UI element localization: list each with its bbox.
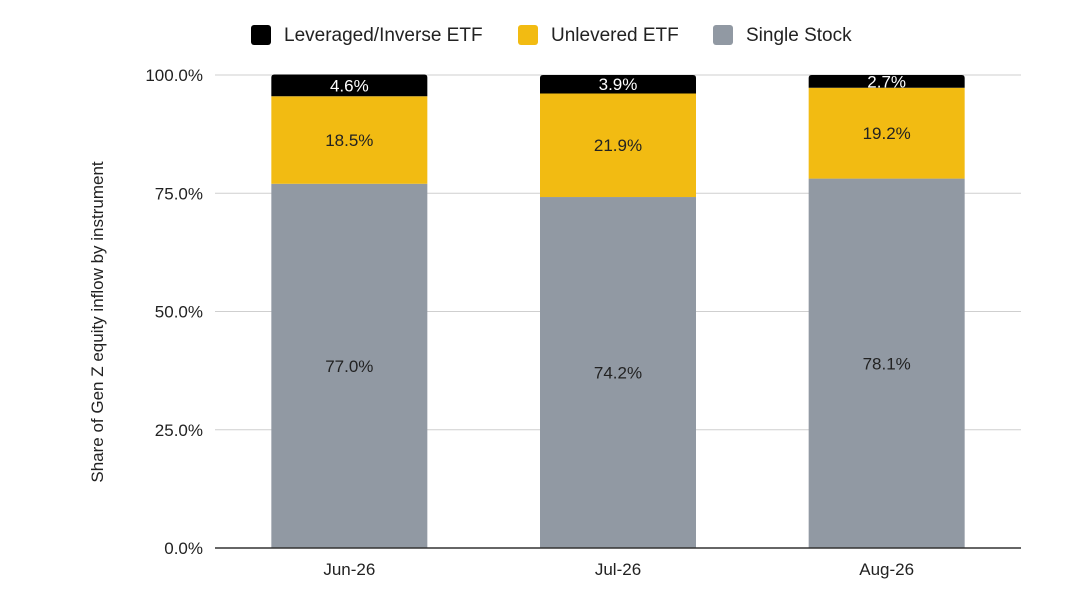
bar-segment-unlevered-etf-aug-26 — [808, 87, 965, 179]
legend-swatch — [713, 25, 733, 45]
data-label: 3.9% — [599, 75, 638, 94]
data-labels-layer: 77.0% 18.5% 4.6% 74.2% 21.9% 3.9% 78.1% 19.2% 2.… — [325, 72, 911, 382]
y-tick-label: 100.0% — [145, 66, 203, 85]
x-tick-label: Aug-26 — [859, 560, 914, 579]
bars-layer — [271, 74, 965, 549]
legend-item-leveraged-inverse-etf: Leveraged/Inverse ETF — [251, 25, 483, 46]
legend: Leveraged/Inverse ETF Unlevered ETF Single… — [251, 25, 852, 46]
data-label: 2.7% — [867, 72, 906, 91]
legend-swatch — [518, 25, 538, 45]
y-tick-label: 25.0% — [155, 421, 203, 440]
x-tick-label: Jun-26 — [323, 560, 375, 579]
y-axis-title: Share of Gen Z equity inflow by instrume… — [88, 161, 107, 483]
data-label: 78.1% — [863, 354, 911, 373]
legend-swatch — [251, 25, 271, 45]
bar-segment-unlevered-etf-jun-26 — [271, 96, 428, 184]
data-label: 77.0% — [325, 357, 373, 376]
x-tick-label: Jul-26 — [595, 560, 641, 579]
legend-item-unlevered-etf: Unlevered ETF — [518, 25, 679, 46]
axis-layer: 0.0% 25.0% 50.0% 75.0% 100.0% Jun-26 Jul-26 Aug… — [145, 66, 1021, 579]
bar-segment-single-stock-jul-26 — [540, 197, 696, 548]
bar-segment-unlevered-etf-jul-26 — [540, 93, 696, 198]
bar-segment-leveraged-inverse-etf-aug-26 — [808, 75, 965, 88]
legend-label: Single Stock — [746, 25, 852, 46]
bar-segment-leveraged-inverse-etf-jun-26 — [271, 74, 428, 97]
data-label: 19.2% — [863, 124, 911, 143]
bar-segment-single-stock-jun-26 — [271, 183, 428, 549]
data-label: 21.9% — [594, 136, 642, 155]
y-tick-label: 75.0% — [155, 184, 203, 203]
legend-label: Leveraged/Inverse ETF — [284, 25, 483, 46]
data-label: 74.2% — [594, 364, 642, 383]
legend-item-single-stock: Single Stock — [713, 25, 852, 46]
data-label: 4.6% — [330, 76, 369, 95]
data-label: 18.5% — [325, 131, 373, 150]
bar-segment-leveraged-inverse-etf-jul-26 — [540, 75, 696, 94]
legend-label: Unlevered ETF — [551, 25, 679, 46]
y-tick-label: 0.0% — [164, 539, 203, 558]
bar-segment-single-stock-aug-26 — [808, 178, 965, 548]
y-tick-label: 50.0% — [155, 303, 203, 322]
